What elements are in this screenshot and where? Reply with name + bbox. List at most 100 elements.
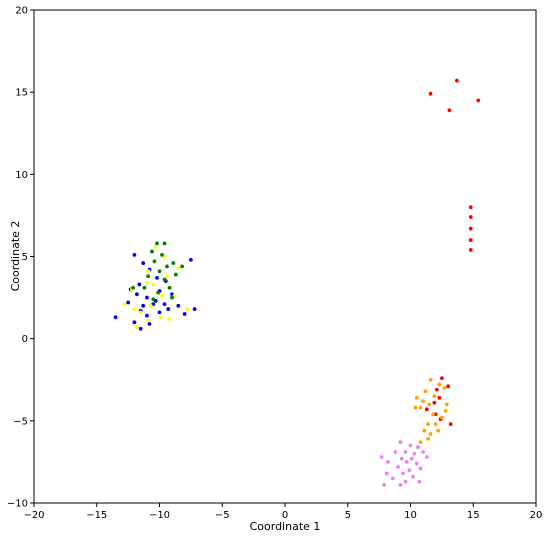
data-point <box>176 266 181 270</box>
y-tick-label: 20 <box>15 6 28 17</box>
data-point <box>142 285 147 290</box>
data-point <box>126 300 131 305</box>
data-point <box>145 313 149 318</box>
x-tick-label: 10 <box>404 510 417 521</box>
x-tick-label: 15 <box>467 510 480 521</box>
data-point <box>439 376 444 381</box>
data-point <box>173 272 178 277</box>
series-5 <box>379 440 429 487</box>
data-point <box>148 303 153 308</box>
data-point <box>147 321 152 326</box>
data-point <box>141 261 146 265</box>
data-point <box>155 275 159 280</box>
data-point <box>155 241 159 246</box>
data-point <box>151 282 156 287</box>
data-point <box>145 280 149 285</box>
data-point <box>417 479 422 484</box>
data-point <box>132 252 137 257</box>
data-point <box>414 395 419 400</box>
data-point <box>476 98 481 103</box>
y-tick-label: 0 <box>22 334 28 345</box>
data-point <box>166 307 171 311</box>
data-point <box>468 215 473 219</box>
data-point <box>150 249 154 254</box>
data-point <box>131 285 136 290</box>
data-point <box>436 428 441 433</box>
x-tick-label: −5 <box>215 510 230 521</box>
data-point <box>426 437 430 441</box>
y-tick-label: 15 <box>15 88 28 99</box>
data-point <box>162 302 167 307</box>
x-tick-label: 20 <box>530 510 543 521</box>
data-point <box>448 422 453 427</box>
y-tick-label: 10 <box>15 170 28 181</box>
data-point <box>416 445 420 450</box>
data-point <box>151 297 156 302</box>
data-point <box>165 264 169 269</box>
data-point <box>132 307 137 311</box>
data-point <box>468 226 473 231</box>
data-point <box>384 471 389 476</box>
data-point <box>437 382 442 387</box>
data-point <box>421 399 425 404</box>
data-point <box>132 320 137 325</box>
series-3 <box>424 78 481 427</box>
data-point <box>442 386 447 390</box>
data-point <box>145 295 149 300</box>
data-point <box>141 303 146 308</box>
data-point <box>428 91 433 96</box>
data-point <box>407 468 412 473</box>
data-point <box>165 274 169 279</box>
data-points <box>113 78 481 487</box>
y-tick-label: 5 <box>22 252 28 263</box>
data-point <box>160 294 164 298</box>
data-point <box>157 269 162 274</box>
data-point <box>398 440 403 445</box>
data-point <box>447 108 452 113</box>
data-point <box>398 483 403 487</box>
data-point <box>422 428 427 433</box>
data-point <box>428 377 433 382</box>
data-point <box>146 269 151 274</box>
data-point <box>188 257 193 262</box>
data-point <box>162 241 167 246</box>
data-point <box>433 422 438 427</box>
data-point <box>160 252 164 257</box>
data-point <box>135 292 139 297</box>
data-point <box>468 248 473 252</box>
data-point <box>439 415 444 420</box>
x-tick-label: 0 <box>282 510 288 521</box>
data-point <box>455 78 459 83</box>
x-tick-label: −20 <box>23 510 44 521</box>
y-axis: −10 −5 0 5 10 15 20 <box>7 6 34 510</box>
data-point <box>167 285 172 290</box>
data-point <box>414 461 419 466</box>
data-point <box>170 295 174 300</box>
x-tick-label: −15 <box>86 510 107 521</box>
data-point <box>399 456 404 461</box>
data-point <box>428 432 433 436</box>
data-point <box>403 479 408 484</box>
data-point <box>158 315 163 320</box>
data-point <box>431 412 435 417</box>
data-point <box>135 325 139 330</box>
data-point <box>424 455 429 459</box>
data-point <box>446 384 451 389</box>
y-axis-label: Coordinate 2 <box>9 221 22 292</box>
series-2 <box>131 241 184 302</box>
data-point <box>424 407 429 412</box>
data-point <box>379 455 384 459</box>
data-point <box>396 464 400 469</box>
data-point <box>444 402 449 407</box>
data-point <box>393 450 398 454</box>
data-point <box>176 303 181 308</box>
data-point <box>122 302 127 307</box>
data-point <box>182 312 187 316</box>
data-point <box>171 261 176 265</box>
data-point <box>382 483 387 487</box>
data-point <box>146 318 151 323</box>
data-point <box>421 450 425 454</box>
data-point <box>185 307 190 311</box>
